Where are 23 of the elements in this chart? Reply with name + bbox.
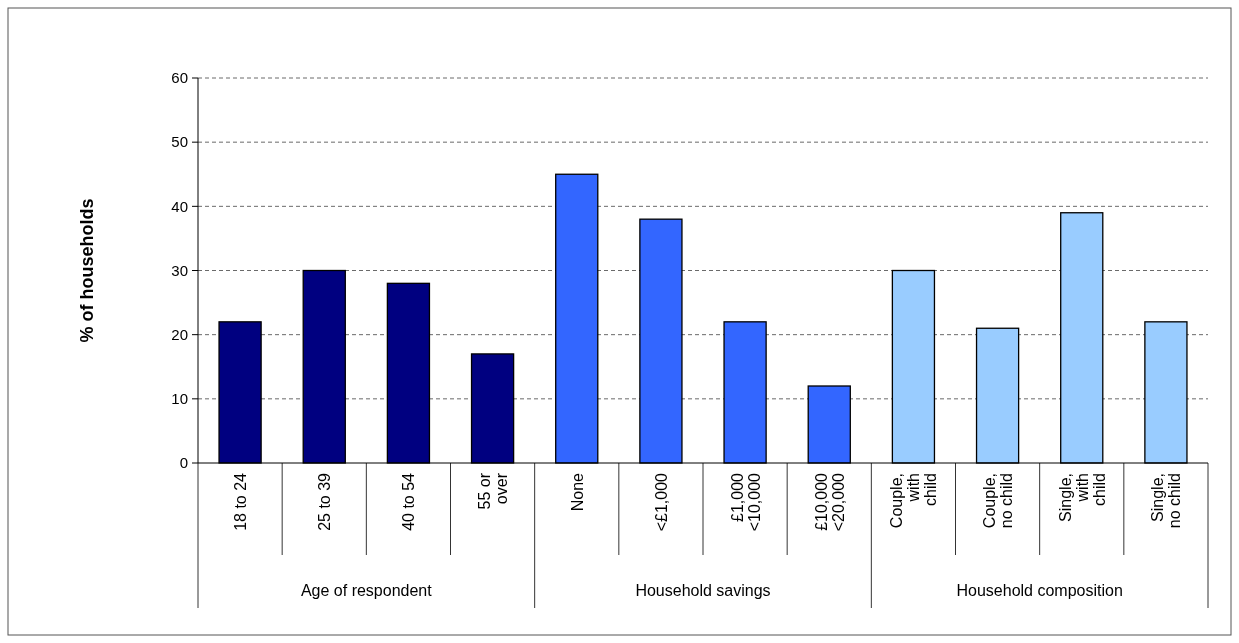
x-tick-label: Single, with child [1056,473,1108,522]
text: Age of respondent [300,582,433,599]
x-tick-label: 18 to 24 [232,472,250,531]
x-tick-label: 55 or over [476,472,511,510]
y-tick-label: 30 [171,261,188,279]
text: Household composition [956,582,1123,599]
x-tick-label: 40 to 54 [400,472,418,531]
y-tick-label: 40 [171,197,188,215]
y-tick-label: 50 [171,133,188,151]
x-tick-label: 25 to 39 [316,472,334,531]
x-tick-label: Single, no child [1149,473,1184,529]
x-tick-label: Couple, no child [981,473,1016,529]
y-tick-label: 60 [171,69,188,87]
x-tick-label: None [568,472,586,512]
y-axis-title: % of households [77,198,97,343]
y-tick-label: 20 [171,325,188,343]
y-tick-label: 0 [179,454,188,472]
y-tick-label: 10 [171,390,188,408]
x-tick-label: <£1,000 [652,472,670,532]
x-tick-label: Couple, with child [888,473,940,529]
x-tick-label: £10,000 <20,000 [812,472,847,532]
text: Household savings [635,582,771,599]
x-tick-label: £1,000 <10,000 [728,472,763,532]
